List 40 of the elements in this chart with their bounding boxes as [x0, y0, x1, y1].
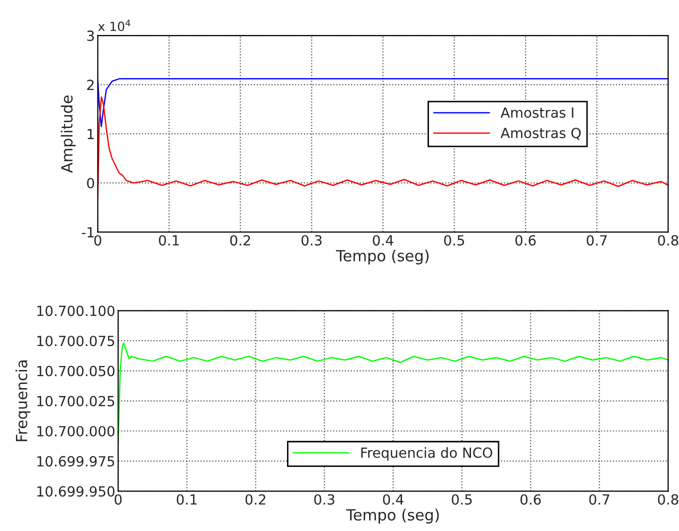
x-tick-label: 0.2	[230, 235, 250, 246]
x-tick-label: 0.6	[520, 494, 541, 505]
y-tick-label: 10.700.050	[37, 366, 114, 376]
x-tick-label: 0.1	[176, 494, 197, 505]
y-tick-label: 2	[87, 80, 94, 90]
y-tick-label: 10.700.025	[37, 396, 114, 406]
y-tick-label: 3	[87, 30, 94, 42]
y-axis-title: Amplitude	[60, 95, 76, 173]
y-tick-label: 1	[88, 128, 94, 140]
x-tick-label: 0.5	[444, 235, 464, 246]
y-tick-label: 10.699.950	[37, 486, 114, 497]
x-tick-label: 0.7	[586, 235, 607, 246]
x-tick-label: 0	[114, 494, 122, 505]
legend-label: Amostras I	[500, 108, 574, 118]
legend-label: Frequencia do NCO	[361, 447, 492, 461]
x-axis-title: Tempo (seg)	[346, 508, 439, 524]
line-series	[118, 342, 668, 444]
text: x 10$^{4}$	[98, 20, 130, 32]
y-tick-label: 0	[87, 178, 94, 188]
y-tick-label: 10.700.100	[37, 306, 114, 316]
y-tick-label: -1	[82, 227, 94, 238]
x-tick-label: 0.4	[372, 235, 394, 246]
line-series	[98, 78, 668, 128]
y-tick-label: 10.699.975	[37, 456, 114, 467]
x-axis-title: Tempo (seg)	[336, 250, 429, 264]
x-tick-label: 0.4	[383, 494, 404, 505]
x-tick-label: 0.1	[158, 235, 179, 246]
x-tick-label: 0.8	[658, 235, 678, 246]
x-tick-label: 0.3	[302, 235, 322, 246]
y-tick-label: 10.700.075	[37, 336, 114, 346]
x-tick-label: 0.2	[246, 494, 266, 505]
x-tick-label: 0.5	[452, 494, 472, 505]
x-tick-label: 0.6	[515, 235, 536, 246]
x-tick-label: 0.3	[314, 494, 334, 505]
x-tick-label: 0.7	[589, 494, 610, 505]
x-tick-label: 0.8	[658, 494, 678, 505]
legend-label: Amostras Q	[500, 128, 581, 140]
y-axis-title: Frequencia	[16, 360, 30, 442]
y-tick-label: 10.700.000	[37, 426, 114, 436]
x-tick-label: 0	[94, 235, 102, 246]
